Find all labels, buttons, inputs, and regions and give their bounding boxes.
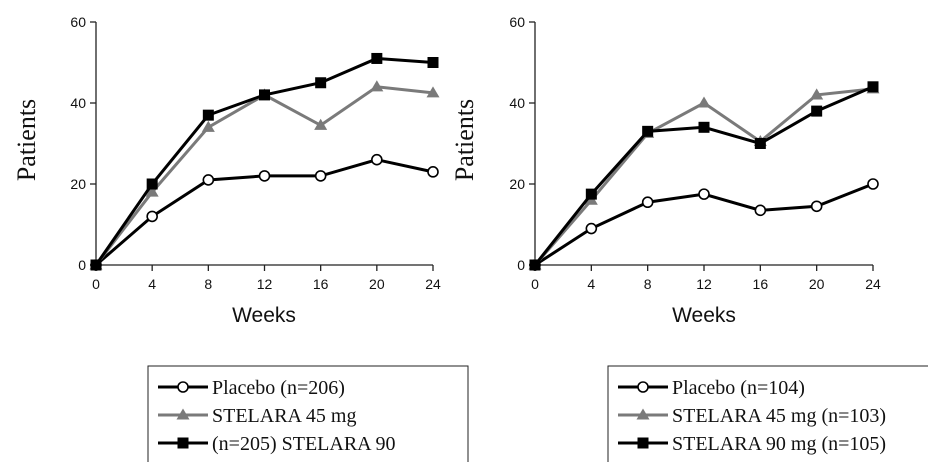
data-point (867, 178, 879, 190)
data-point (201, 120, 215, 132)
legend-entry: Placebo (n=206) (212, 377, 345, 399)
x-tick-label: 16 (313, 276, 329, 292)
x-tick-label: 4 (148, 276, 156, 292)
data-point (146, 210, 158, 223)
x-tick-label: 8 (644, 276, 652, 292)
data-point (698, 188, 710, 200)
x-tick-label: 0 (92, 276, 100, 292)
legend-box (147, 365, 469, 462)
y-tick-label: 60 (509, 14, 525, 30)
series-3 (529, 81, 879, 271)
data-point (754, 138, 766, 149)
series-1 (529, 178, 879, 271)
data-point (698, 121, 710, 133)
y-tick-label: 0 (78, 257, 86, 273)
legend-swatch-marker (177, 381, 189, 393)
series-1 (90, 153, 439, 271)
y-tick-label: 20 (509, 176, 525, 192)
data-point (427, 166, 439, 178)
data-point (810, 88, 824, 100)
data-point (867, 81, 879, 93)
legend-swatch-marker (636, 408, 650, 420)
data-point (315, 77, 327, 89)
data-point (810, 200, 823, 213)
x-tick-label: 4 (587, 276, 595, 292)
legend-swatch-marker (176, 408, 190, 420)
series-3 (90, 52, 439, 271)
x-tick-label: 16 (753, 276, 769, 292)
x-tick-label: 24 (425, 276, 441, 292)
data-point (427, 57, 439, 68)
data-point (370, 80, 384, 92)
data-point (642, 125, 654, 137)
data-point (641, 196, 654, 209)
y-tick-label: 40 (70, 95, 86, 111)
data-point (202, 109, 214, 121)
legend-entry: (n=205) STELARA 90 (212, 433, 396, 455)
x-tick-label: 12 (257, 276, 273, 292)
data-point (371, 52, 383, 64)
x-axis-title: Weeks (672, 304, 736, 327)
legend-entry: Placebo (n=104) (672, 377, 805, 399)
legend-swatch-marker (177, 437, 189, 449)
data-point (754, 204, 767, 217)
data-point (371, 153, 383, 166)
data-point (529, 259, 541, 271)
x-axis-title: Weeks (232, 304, 296, 327)
legend-swatch-marker (637, 437, 649, 449)
legend-box (607, 365, 928, 462)
data-point (90, 259, 102, 271)
series-line (533, 87, 874, 266)
legend: Placebo (n=104) STELARA 45 mg (n=103) STEL… (607, 365, 928, 462)
y-axis-title: Patients (450, 99, 479, 181)
chart-2: 0 20 40 60 0 4 8 12 16 20 24 Weeks Patients Placebo (… (450, 14, 928, 462)
chart-1: 0 20 40 60 0 4 8 12 16 20 24 Weeks Patients Placebo (… (12, 14, 469, 462)
x-tick-label: 0 (531, 276, 539, 292)
x-tick-label: 24 (865, 276, 881, 292)
data-point (697, 96, 711, 108)
series-line (533, 85, 874, 266)
legend-entry: STELARA 45 mg (212, 405, 356, 427)
y-tick-label: 20 (70, 176, 86, 192)
data-point (259, 89, 270, 101)
legend: Placebo (n=206) STELARA 45 mg (n=205) STEL… (147, 365, 469, 462)
data-point (202, 174, 215, 186)
y-tick-label: 60 (70, 14, 86, 30)
x-tick-label: 8 (204, 276, 212, 292)
x-tick-label: 12 (696, 276, 712, 292)
legend-swatch-marker (637, 381, 649, 393)
data-point (585, 188, 597, 200)
data-point (314, 118, 328, 130)
legend-entry: STELARA 90 mg (n=105) (672, 433, 886, 455)
data-point (258, 170, 271, 182)
legend-entry: STELARA 45 mg (n=103) (672, 405, 886, 427)
data-point (585, 222, 598, 235)
y-tick-label: 40 (509, 95, 525, 111)
data-point (811, 105, 823, 117)
data-point (146, 178, 158, 190)
data-point (426, 86, 440, 98)
x-tick-label: 20 (369, 276, 385, 292)
data-point (145, 185, 159, 197)
series-2 (528, 82, 880, 270)
data-point (314, 170, 327, 182)
x-tick-label: 20 (809, 276, 825, 292)
y-tick-label: 0 (517, 257, 525, 273)
y-axis-title: Patients (12, 99, 41, 181)
